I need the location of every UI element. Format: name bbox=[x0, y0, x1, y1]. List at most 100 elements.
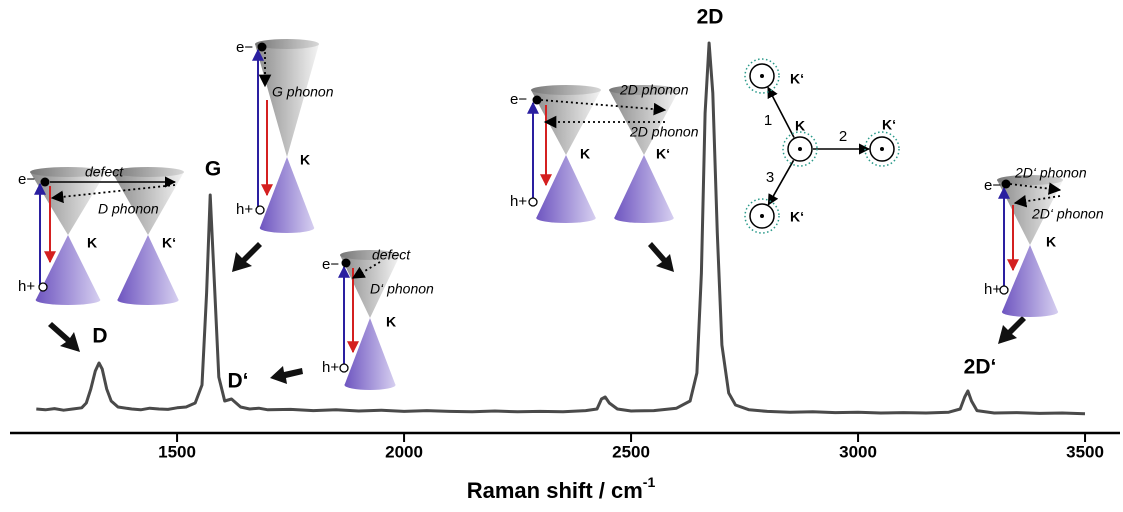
inset-label: 2D phonon bbox=[629, 124, 699, 140]
cone-lower bbox=[35, 235, 101, 300]
cone-lower-base bbox=[35, 295, 101, 305]
inset-label: 2D‘ phonon bbox=[1014, 165, 1087, 181]
inset-label: e− bbox=[510, 91, 527, 108]
brillouin-label: K‘ bbox=[790, 209, 804, 225]
cone-lower-base bbox=[536, 213, 596, 223]
inset-label: K bbox=[386, 314, 396, 330]
transition-arrow bbox=[540, 99, 667, 116]
valley-center bbox=[798, 147, 802, 151]
pointer-arrow bbox=[232, 242, 262, 272]
peak-label: G bbox=[205, 158, 221, 181]
inset-label: D‘ phonon bbox=[370, 281, 434, 297]
electron bbox=[40, 177, 50, 187]
inset-label: K‘ bbox=[656, 146, 670, 162]
spectrum-line bbox=[36, 41, 1086, 416]
inset-label: h+ bbox=[18, 278, 35, 295]
transition-arrow bbox=[1009, 182, 1062, 195]
electron bbox=[257, 42, 267, 52]
cone-lower-base bbox=[259, 223, 315, 233]
x-tick-label: 3500 bbox=[1066, 442, 1104, 461]
valley-ring bbox=[782, 131, 818, 167]
inset-label: h+ bbox=[510, 193, 527, 210]
pointer-arrow bbox=[648, 242, 674, 272]
cone-inset: e− h+ K K‘ defect D phonon bbox=[18, 164, 184, 305]
cone-lower bbox=[259, 157, 315, 228]
inset-label: K bbox=[87, 235, 97, 251]
x-axis-title: Raman shift / cm-1 bbox=[467, 474, 656, 503]
cone-upper-cap bbox=[531, 85, 601, 95]
inset-label: G phonon bbox=[272, 84, 334, 100]
transition-arrow bbox=[351, 261, 381, 279]
x-tick-label: 3000 bbox=[839, 442, 877, 461]
cone-upper bbox=[997, 180, 1063, 245]
inset-label: h+ bbox=[322, 359, 339, 376]
cone-lower-base bbox=[117, 295, 179, 305]
x-axis-title-sup: -1 bbox=[643, 474, 656, 490]
pointer-arrow bbox=[998, 316, 1026, 344]
cone-lower-base bbox=[1001, 307, 1059, 317]
electron bbox=[341, 258, 351, 268]
brillouin-label: K bbox=[795, 118, 805, 134]
cone-upper-cap bbox=[609, 85, 679, 95]
cone-upper-cap bbox=[112, 167, 184, 177]
cone-lower bbox=[614, 155, 674, 218]
transition-arrow bbox=[50, 184, 176, 204]
brillouin-label: 3 bbox=[766, 169, 774, 186]
cone-inset: e− h+ K 2D‘ phonon 2D‘ phonon bbox=[984, 165, 1104, 317]
x-axis-title-text: Raman shift / cm bbox=[467, 478, 643, 503]
valley-ring bbox=[744, 58, 780, 94]
cone-lower-base bbox=[344, 380, 396, 390]
valley-ring bbox=[744, 198, 780, 234]
brillouin-label: K‘ bbox=[882, 117, 896, 133]
x-tick-label: 1500 bbox=[158, 442, 196, 461]
inset-label: defect bbox=[85, 164, 124, 180]
valley-ring bbox=[864, 131, 900, 167]
inset-label: 2D‘ phonon bbox=[1031, 206, 1104, 222]
electron bbox=[1001, 179, 1011, 189]
cone-upper-cap bbox=[340, 250, 400, 260]
pointer-arrow bbox=[270, 366, 303, 384]
cone-lower bbox=[536, 155, 596, 218]
inset-label: K bbox=[300, 152, 310, 168]
electron bbox=[532, 95, 542, 105]
inset-label: K‘ bbox=[162, 235, 176, 251]
hole bbox=[38, 282, 48, 292]
cone-lower bbox=[344, 318, 396, 385]
cone-lower-base bbox=[614, 213, 674, 223]
inset-label: e− bbox=[236, 39, 253, 56]
cone-inset: e− h+ K G phonon bbox=[236, 39, 334, 233]
pointer-arrow bbox=[48, 322, 80, 352]
cone-lower bbox=[1001, 245, 1059, 312]
big-arrows bbox=[48, 242, 1026, 384]
inset-label: e− bbox=[322, 256, 339, 273]
inset-label: K bbox=[1046, 234, 1056, 250]
transition-arrow bbox=[767, 159, 795, 206]
hole bbox=[255, 205, 265, 215]
inset-label: h+ bbox=[236, 201, 253, 218]
hole bbox=[339, 363, 349, 373]
valley-center bbox=[760, 214, 764, 218]
cone-upper bbox=[531, 90, 601, 155]
x-tick-label: 2500 bbox=[612, 442, 650, 461]
inset-label: D phonon bbox=[98, 201, 159, 217]
hole bbox=[999, 285, 1009, 295]
inset-label: e− bbox=[18, 171, 35, 188]
inset-label: defect bbox=[372, 247, 411, 263]
inset-label: K bbox=[580, 146, 590, 162]
inset-label: 2D phonon bbox=[619, 82, 689, 98]
inset-label: h+ bbox=[984, 281, 1001, 298]
cone-inset: e− h+ K K‘ 2D phonon 2D phonon bbox=[510, 82, 699, 223]
cone-upper-cap bbox=[30, 167, 106, 177]
peak-label: 2D‘ bbox=[964, 356, 997, 379]
brillouin-label: 2 bbox=[839, 128, 847, 145]
brillouin-sketch: K K‘ K‘ K‘ 1 2 3 bbox=[744, 58, 900, 234]
cone-upper-cap bbox=[255, 39, 319, 49]
brillouin-label: K‘ bbox=[790, 71, 804, 87]
peak-label: 2D bbox=[697, 6, 724, 29]
hole bbox=[528, 197, 538, 207]
peak-label: D bbox=[92, 325, 107, 348]
cone-upper bbox=[112, 172, 184, 235]
x-tick-label: 2000 bbox=[385, 442, 423, 461]
